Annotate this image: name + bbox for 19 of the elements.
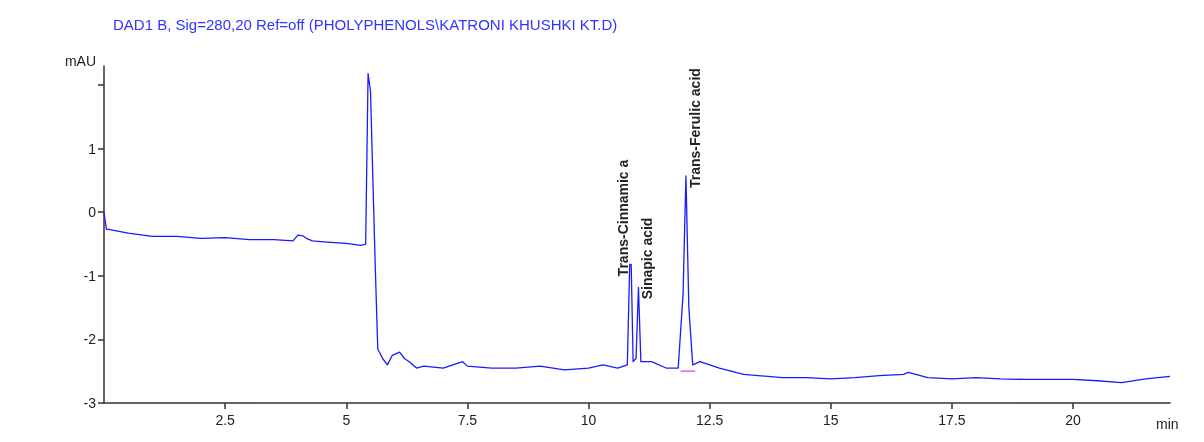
annotation: Trans-Cinnamic a (615, 159, 632, 277)
x-tick-label: 17.5 (938, 412, 966, 428)
y-tick-label: 0 (88, 204, 97, 221)
annotation: Sinapic acid (639, 217, 656, 300)
y-axis-title: mAU (64, 53, 96, 69)
x-axis-title: min (1156, 416, 1179, 432)
x-tick-label: 5 (342, 412, 351, 428)
y-tick-label: -3 (83, 395, 97, 411)
x-tick-label: 12.5 (696, 412, 724, 428)
annotation: Trans-Ferulic acid (686, 68, 703, 188)
y-tick-label: 1 (88, 140, 97, 157)
x-tick-label: 20 (1065, 412, 1082, 428)
y-tick-label: -2 (83, 331, 97, 348)
x-tick-label: 15 (823, 412, 839, 428)
chart-title: DAD1 B, Sig=280,20 Ref=off (PHOLYPHENOLS\KATRONI KHUSHKI KT.D) (113, 16, 618, 33)
x-tick-label: 10 (580, 412, 597, 428)
x-tick-label: 2.5 (215, 412, 236, 428)
y-tick-label: -1 (83, 267, 97, 284)
x-tick-label: 7.5 (457, 412, 478, 428)
